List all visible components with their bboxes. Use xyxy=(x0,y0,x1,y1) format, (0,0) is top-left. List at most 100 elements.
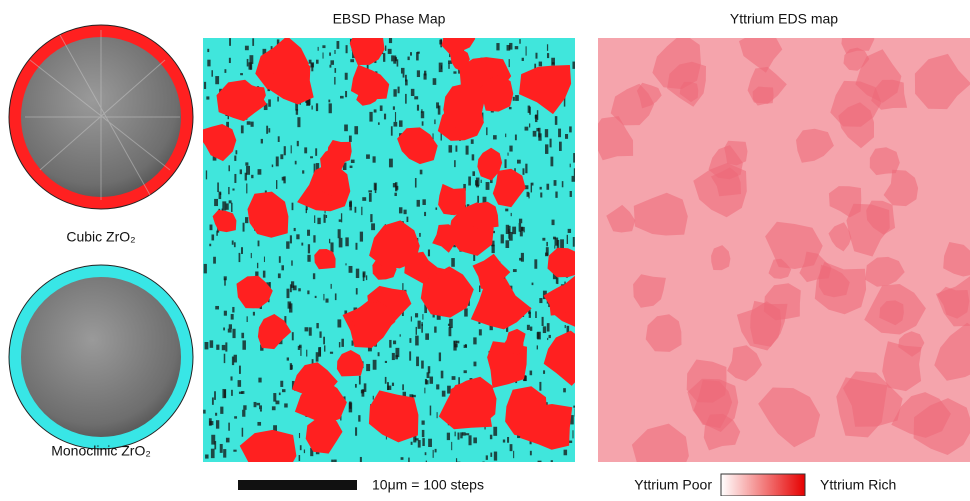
speckle xyxy=(291,380,295,390)
grain xyxy=(314,249,336,270)
speckle xyxy=(280,380,284,387)
speckle xyxy=(405,79,408,86)
speckle xyxy=(419,169,423,175)
speckle xyxy=(223,327,225,331)
speckle xyxy=(228,324,232,329)
speckle xyxy=(465,344,467,347)
speckle xyxy=(224,69,227,73)
speckle xyxy=(229,38,231,46)
speckle xyxy=(214,440,217,450)
speckle xyxy=(462,432,466,436)
speckle xyxy=(393,89,397,97)
speckle xyxy=(257,421,262,426)
grain xyxy=(441,38,476,55)
speckle xyxy=(301,242,304,246)
speckle xyxy=(242,222,245,232)
speckle xyxy=(284,403,288,408)
speckle xyxy=(421,109,423,113)
speckle xyxy=(574,333,575,344)
speckle xyxy=(303,449,306,454)
grain xyxy=(269,53,314,105)
speckle xyxy=(434,119,436,125)
speckle xyxy=(383,53,386,62)
speckle xyxy=(490,452,493,457)
speckle xyxy=(338,237,343,248)
speckle xyxy=(520,252,524,262)
speckle xyxy=(518,223,522,232)
speckle xyxy=(391,352,395,361)
speckle xyxy=(536,127,540,132)
speckle xyxy=(230,314,234,320)
speckle xyxy=(344,310,348,315)
speckle xyxy=(205,454,209,459)
speckle xyxy=(471,154,475,161)
yttrium-rich xyxy=(898,331,925,357)
speckle xyxy=(370,214,373,223)
pattern-label: Cubic ZrO₂ xyxy=(66,229,135,245)
speckle xyxy=(512,96,515,101)
speckle xyxy=(306,349,308,357)
ebsd-grains xyxy=(203,38,575,462)
speckle xyxy=(549,138,552,148)
speckle xyxy=(277,273,281,279)
speckle xyxy=(286,241,290,249)
speckle xyxy=(215,420,220,429)
speckle xyxy=(482,461,485,462)
speckle xyxy=(250,121,254,127)
speckle xyxy=(536,345,538,350)
speckle xyxy=(507,436,510,443)
scale-label: 10μm = 100 steps xyxy=(372,477,484,493)
speckle xyxy=(240,125,244,134)
speckle xyxy=(231,240,234,245)
speckle xyxy=(493,451,498,461)
speckle xyxy=(425,460,427,462)
speckle xyxy=(463,370,467,374)
speckle xyxy=(225,437,230,443)
speckle xyxy=(359,456,362,462)
speckle xyxy=(504,159,507,169)
speckle xyxy=(281,265,284,271)
speckle xyxy=(354,206,357,213)
speckle xyxy=(393,340,397,345)
grain xyxy=(443,83,485,129)
grain xyxy=(349,38,385,65)
speckle xyxy=(538,61,543,67)
speckle xyxy=(217,182,219,193)
speckle xyxy=(405,74,407,82)
speckle xyxy=(392,183,397,188)
speckle xyxy=(386,382,389,391)
speckle xyxy=(551,219,555,226)
speckle xyxy=(403,209,407,215)
speckle xyxy=(546,44,549,51)
speckle xyxy=(317,217,321,225)
speckle xyxy=(391,55,394,62)
speckle xyxy=(216,230,218,236)
speckle xyxy=(526,191,529,197)
speckle xyxy=(525,163,528,174)
speckle xyxy=(295,102,299,111)
speckle xyxy=(491,240,495,247)
grain xyxy=(236,275,273,309)
yttrium-rich xyxy=(828,222,852,252)
speckle xyxy=(328,238,331,244)
speckle xyxy=(328,103,332,114)
speckle xyxy=(329,52,331,56)
grain xyxy=(239,429,297,462)
speckle xyxy=(458,377,460,387)
speckle xyxy=(328,99,331,103)
speckle xyxy=(349,200,352,211)
speckle xyxy=(454,160,456,168)
speckle xyxy=(425,333,429,340)
speckle xyxy=(551,57,555,66)
speckle xyxy=(299,445,302,451)
speckle xyxy=(337,319,342,328)
speckle xyxy=(491,244,495,254)
speckle xyxy=(278,339,283,345)
yttrium-rich xyxy=(633,192,688,236)
speckle xyxy=(298,455,301,461)
speckle xyxy=(539,381,542,391)
speckle xyxy=(523,375,527,382)
speckle xyxy=(355,427,358,436)
speckle xyxy=(417,320,421,329)
yttrium-rich xyxy=(631,423,689,462)
